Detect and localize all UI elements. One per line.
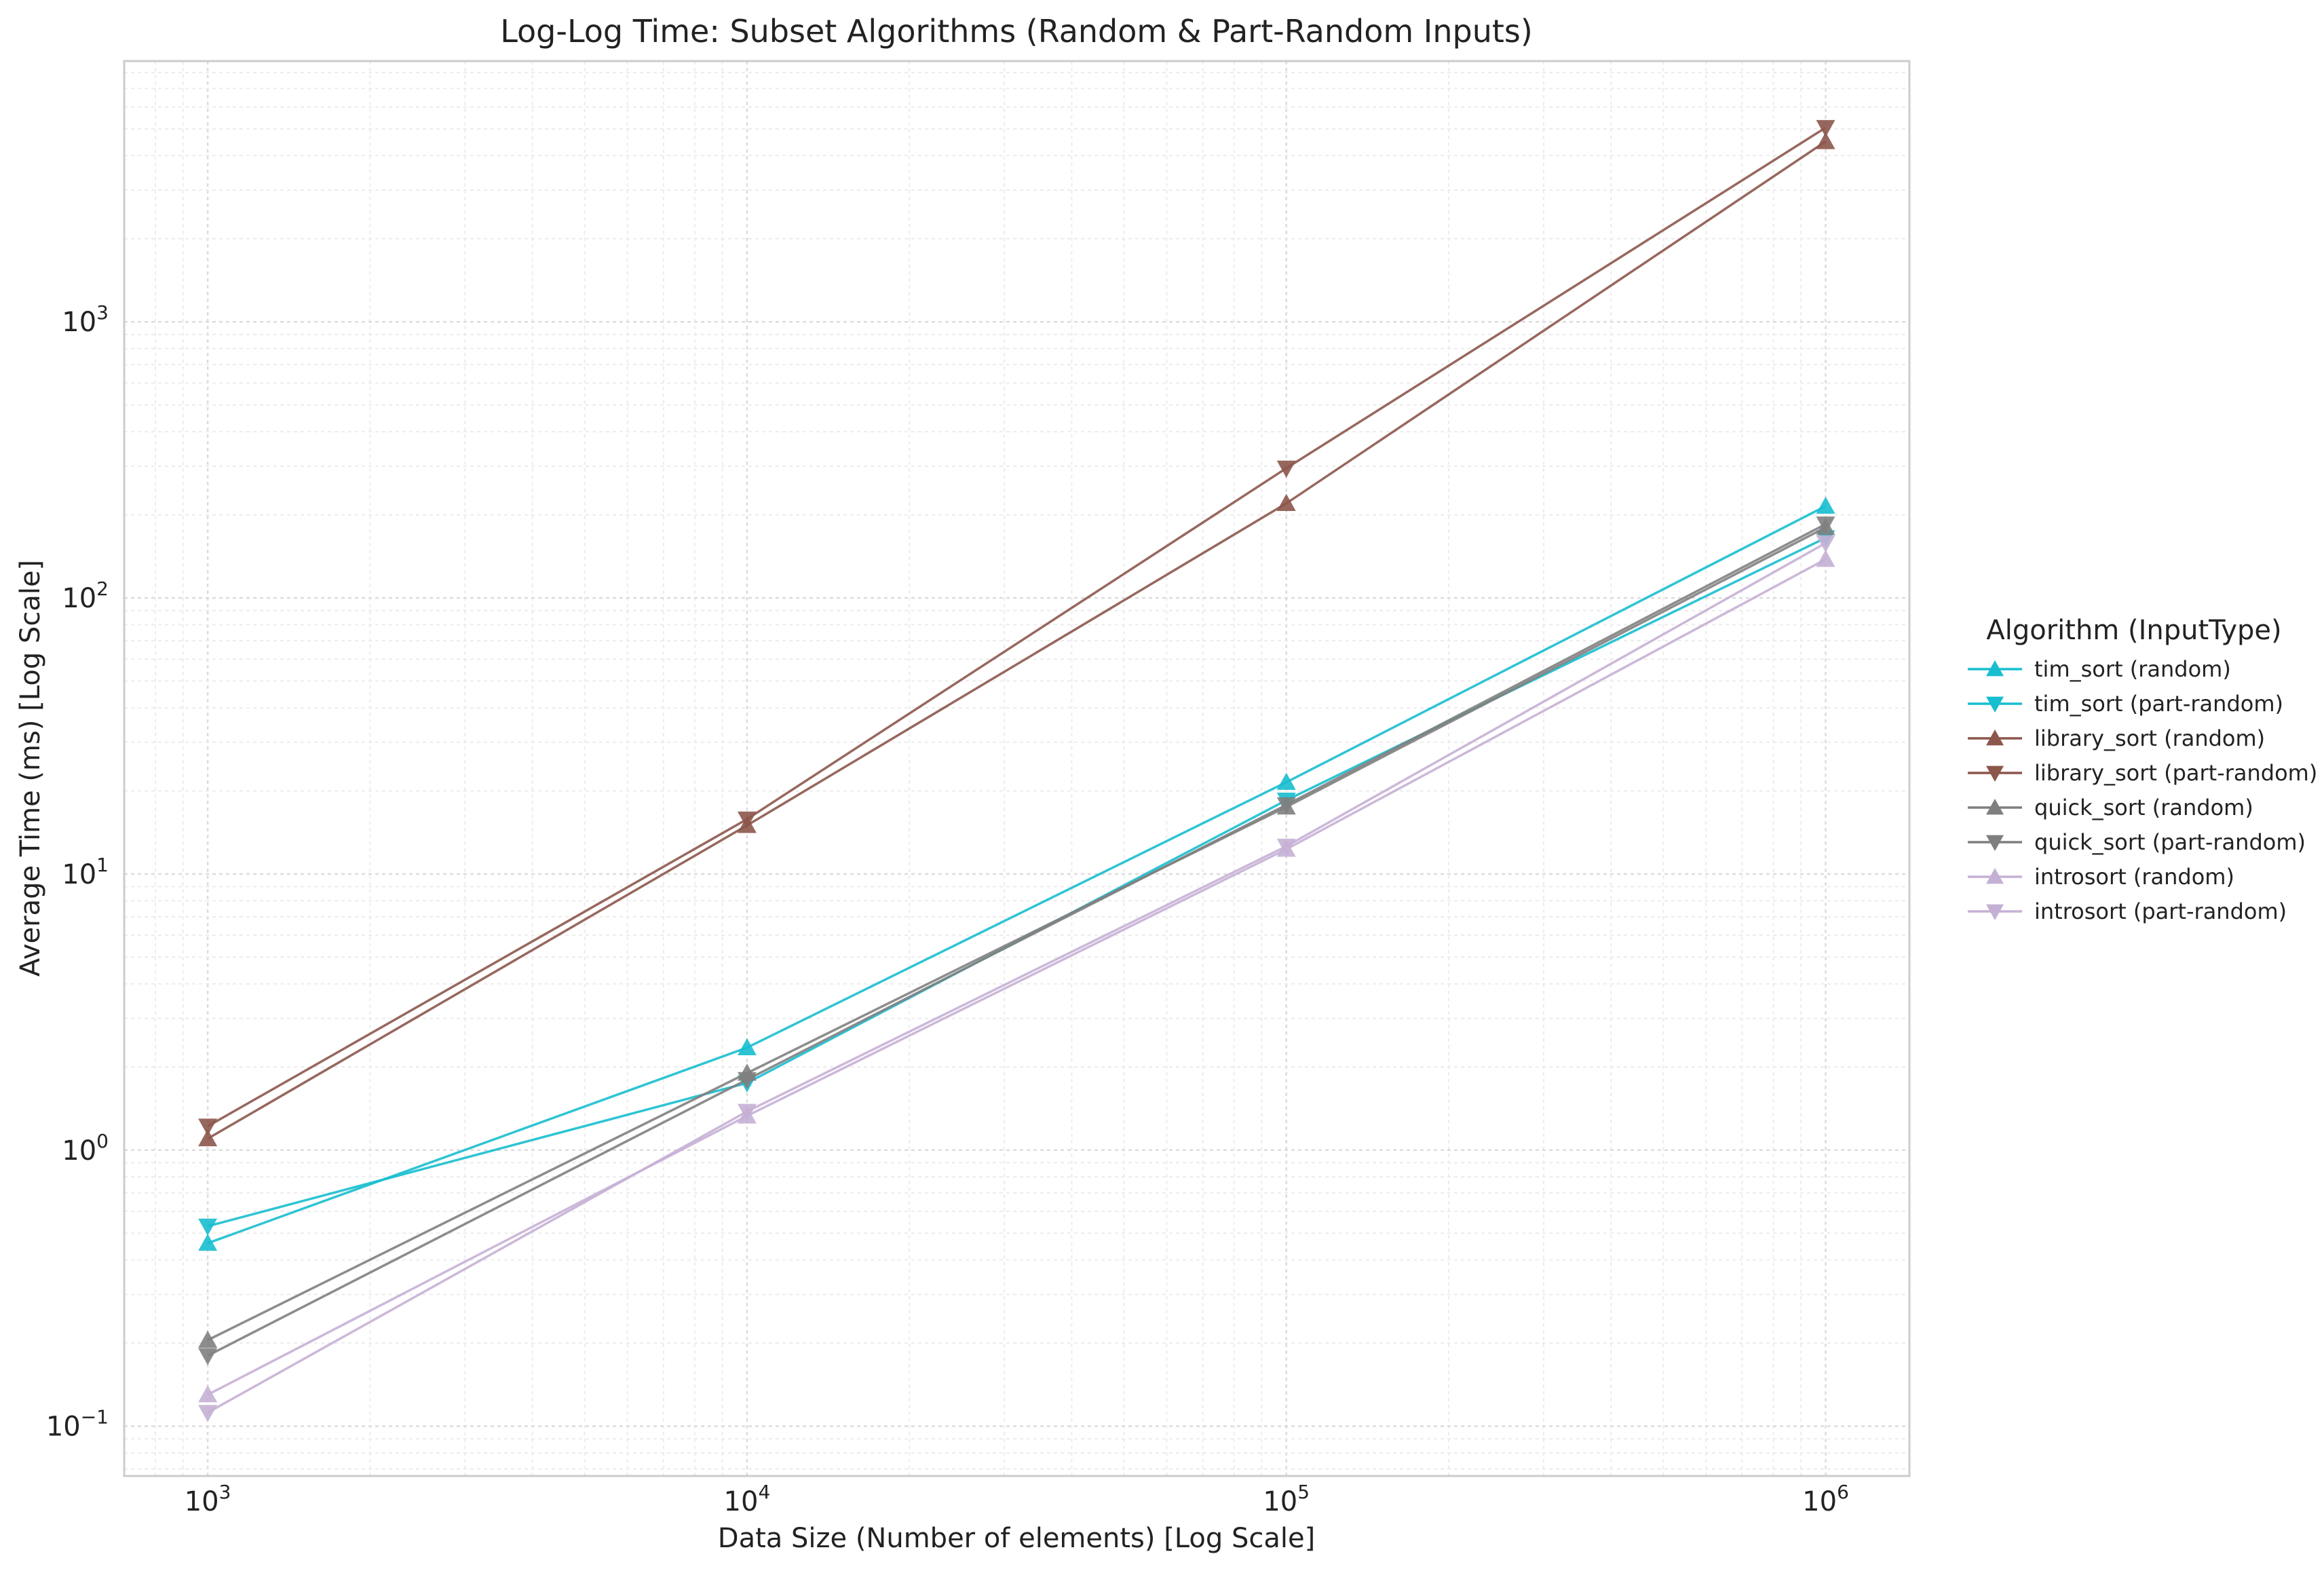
legend-item: introsort (part-random): [1968, 898, 2287, 924]
legend-label: tim_sort (part-random): [2034, 691, 2283, 717]
data-point: [198, 1348, 218, 1365]
legend-title: Algorithm (InputType): [1986, 615, 2281, 646]
legend-item: tim_sort (part-random): [1968, 691, 2283, 717]
data-point: [737, 1072, 757, 1089]
data-point: [1276, 493, 1296, 511]
x-tick-labels: 103 104 105 106: [185, 1481, 1849, 1517]
data-point: [198, 1129, 218, 1147]
data-point: [1276, 460, 1296, 478]
legend-marker: [1986, 835, 2004, 851]
data-point: [198, 1118, 218, 1136]
data-point: [1276, 797, 1296, 815]
legend-label: quick_sort (random): [2034, 795, 2253, 820]
y-tick-label: 102: [62, 578, 109, 614]
legend-marker: [1986, 799, 2004, 815]
series-line: [207, 523, 1827, 1357]
series-line: [207, 140, 1827, 1140]
data-point: [1276, 838, 1296, 856]
data-point: [1816, 550, 1835, 567]
data-point: [1816, 516, 1835, 534]
series-6: [198, 550, 1835, 1403]
legend-label: introsort (random): [2034, 864, 2234, 890]
legend-marker: [1986, 730, 2004, 746]
data-point: [737, 1103, 757, 1121]
data-point: [1276, 772, 1296, 790]
legend-item: quick_sort (random): [1968, 795, 2253, 820]
legend-label: quick_sort (part-random): [2034, 829, 2306, 855]
legend-marker: [1986, 765, 2004, 782]
series-1: [198, 530, 1835, 1236]
legend-marker: [1986, 660, 2004, 677]
legend-marker: [1986, 696, 2004, 713]
series-line: [207, 526, 1827, 1342]
legend-item: library_sort (random): [1968, 725, 2265, 751]
x-tick-label: 105: [1263, 1481, 1310, 1517]
legend-marker: [1986, 868, 2004, 884]
legend-marker: [1986, 904, 2004, 920]
data-point: [198, 1385, 218, 1403]
data-point: [737, 811, 757, 829]
grid-layer: [123, 61, 1909, 1476]
y-tick-label: 100: [62, 1130, 109, 1167]
data-point: [198, 1233, 218, 1251]
data-point: [198, 1330, 218, 1348]
legend-label: library_sort (random): [2034, 725, 2265, 751]
legend-item: quick_sort (part-random): [1968, 829, 2306, 855]
legend-label: library_sort (part-random): [2034, 760, 2317, 786]
y-tick-labels: 10−1 100 101 102 103: [46, 301, 109, 1442]
legend-item: introsort (random): [1968, 864, 2234, 890]
x-tick-label: 106: [1802, 1481, 1849, 1517]
series-5: [198, 516, 1835, 1365]
y-tick-label: 103: [62, 301, 109, 338]
legend-items: tim_sort (random) tim_sort (part-random) l…: [1968, 656, 2317, 924]
data-point: [198, 1405, 218, 1422]
data-point: [737, 1038, 757, 1055]
series-layer: [198, 119, 1835, 1422]
y-tick-label: 101: [62, 854, 109, 890]
series-2: [198, 132, 1835, 1147]
data-point: [1816, 496, 1835, 514]
legend-item: tim_sort (random): [1968, 656, 2231, 682]
data-point: [198, 1218, 218, 1236]
x-tick-label: 103: [185, 1481, 231, 1517]
series-0: [198, 496, 1835, 1251]
legend-label: introsort (part-random): [2034, 898, 2287, 924]
y-tick-label: 10−1: [46, 1406, 109, 1443]
x-axis-label: Data Size (Number of elements) [Log Scal…: [718, 1523, 1315, 1554]
series-7: [198, 535, 1835, 1422]
legend-item: library_sort (part-random): [1968, 760, 2317, 786]
data-point: [1816, 132, 1835, 149]
legend: Algorithm (InputType) tim_sort (random)t…: [1968, 615, 2317, 924]
series-line: [207, 505, 1827, 1245]
series-3: [198, 119, 1835, 1136]
y-axis-label: Average Time (ms) [Log Scale]: [15, 560, 46, 977]
series-line: [207, 126, 1827, 1128]
data-point: [1816, 535, 1835, 553]
series-line: [207, 558, 1827, 1396]
series-line: [207, 542, 1827, 1414]
legend-label: tim_sort (random): [2034, 656, 2231, 682]
data-point: [1816, 119, 1835, 138]
chart-title: Log-Log Time: Subset Algorithms (Random …: [500, 13, 1533, 50]
x-tick-label: 104: [724, 1481, 771, 1517]
plot-frame: [123, 60, 1911, 1477]
